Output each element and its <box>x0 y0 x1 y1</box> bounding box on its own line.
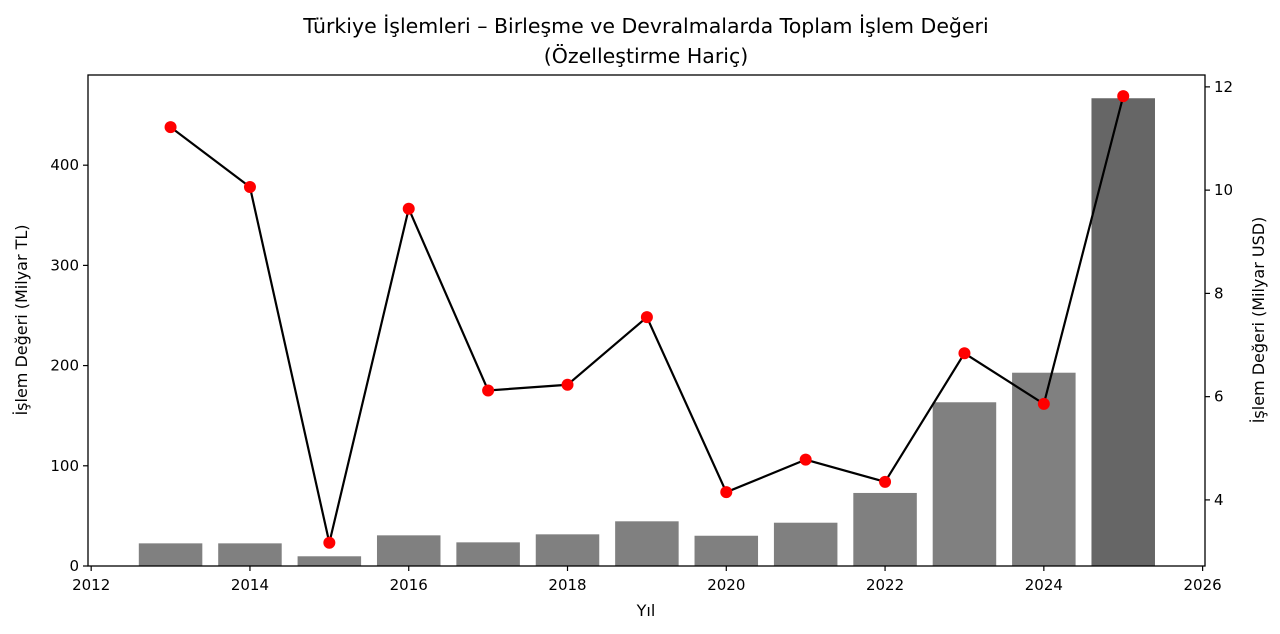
bar-2023 <box>932 402 997 566</box>
chart-title: Türkiye İşlemleri – Birleşme ve Devralma… <box>302 13 988 38</box>
y-left-tick-label: 0 <box>69 557 79 575</box>
marker-2020 <box>720 486 733 499</box>
x-tick-label: 2016 <box>390 576 428 594</box>
marker-2016 <box>402 202 415 215</box>
x-tick-label: 2022 <box>866 576 904 594</box>
chart-subtitle: (Özelleştirme Hariç) <box>544 43 748 68</box>
bar-2022 <box>853 492 917 566</box>
y-right-tick-label: 8 <box>1214 284 1224 302</box>
marker-2014 <box>243 181 256 194</box>
y-right-tick-label: 4 <box>1214 491 1224 509</box>
bar-2021 <box>773 522 838 566</box>
y-left-tick-label: 200 <box>50 357 79 375</box>
x-tick-label: 2018 <box>548 576 586 594</box>
marker-2019 <box>640 311 653 324</box>
bar-2025 <box>1091 98 1155 566</box>
y-left-tick-label: 400 <box>50 156 79 174</box>
marker-2023 <box>958 347 971 360</box>
x-axis-label: Yıl <box>636 601 656 620</box>
bar-2014 <box>218 543 282 566</box>
bar-2015 <box>297 556 362 566</box>
x-tick-label: 2026 <box>1184 576 1222 594</box>
marker-2024 <box>1037 397 1050 410</box>
bar-2013 <box>138 543 203 566</box>
x-tick-label: 2014 <box>231 576 269 594</box>
plot-frame <box>87 74 1206 567</box>
x-tick-label: 2020 <box>707 576 745 594</box>
x-tick-label: 2024 <box>1025 576 1063 594</box>
y-right-tick-label: 10 <box>1214 181 1233 199</box>
bar-2017 <box>456 542 520 566</box>
marker-2015 <box>323 536 336 549</box>
y-left-tick-label: 300 <box>50 256 79 274</box>
x-axis-ticks: 2012 2014 2016 2018 2020 2022 2024 2026 <box>72 566 1222 594</box>
bar-2019 <box>615 521 679 566</box>
y-axis-right-ticks: 4 6 8 10 12 <box>1205 78 1233 509</box>
y-right-tick-label: 6 <box>1214 388 1224 406</box>
x-tick-label: 2012 <box>72 576 110 594</box>
y-right-tick-label: 12 <box>1214 78 1233 96</box>
marker-2021 <box>799 453 812 466</box>
marker-2017 <box>482 384 495 397</box>
y-left-tick-label: 100 <box>50 457 79 475</box>
marker-2025 <box>1117 90 1130 103</box>
marker-2013 <box>164 121 177 134</box>
marker-2022 <box>879 475 892 488</box>
bar-2016 <box>376 535 441 566</box>
bar-2020 <box>694 535 759 566</box>
marker-2018 <box>561 378 574 391</box>
y-axis-left-ticks: 0 100 200 300 400 <box>50 156 88 575</box>
line-series-usd <box>164 90 1130 549</box>
bar-2018 <box>535 534 600 566</box>
y-axis-left-label: İşlem Değeri (Milyar TL) <box>12 224 31 415</box>
bar-series-tl <box>138 98 1155 566</box>
y-axis-right-label: İşlem Değeri (Milyar USD) <box>1249 217 1268 424</box>
